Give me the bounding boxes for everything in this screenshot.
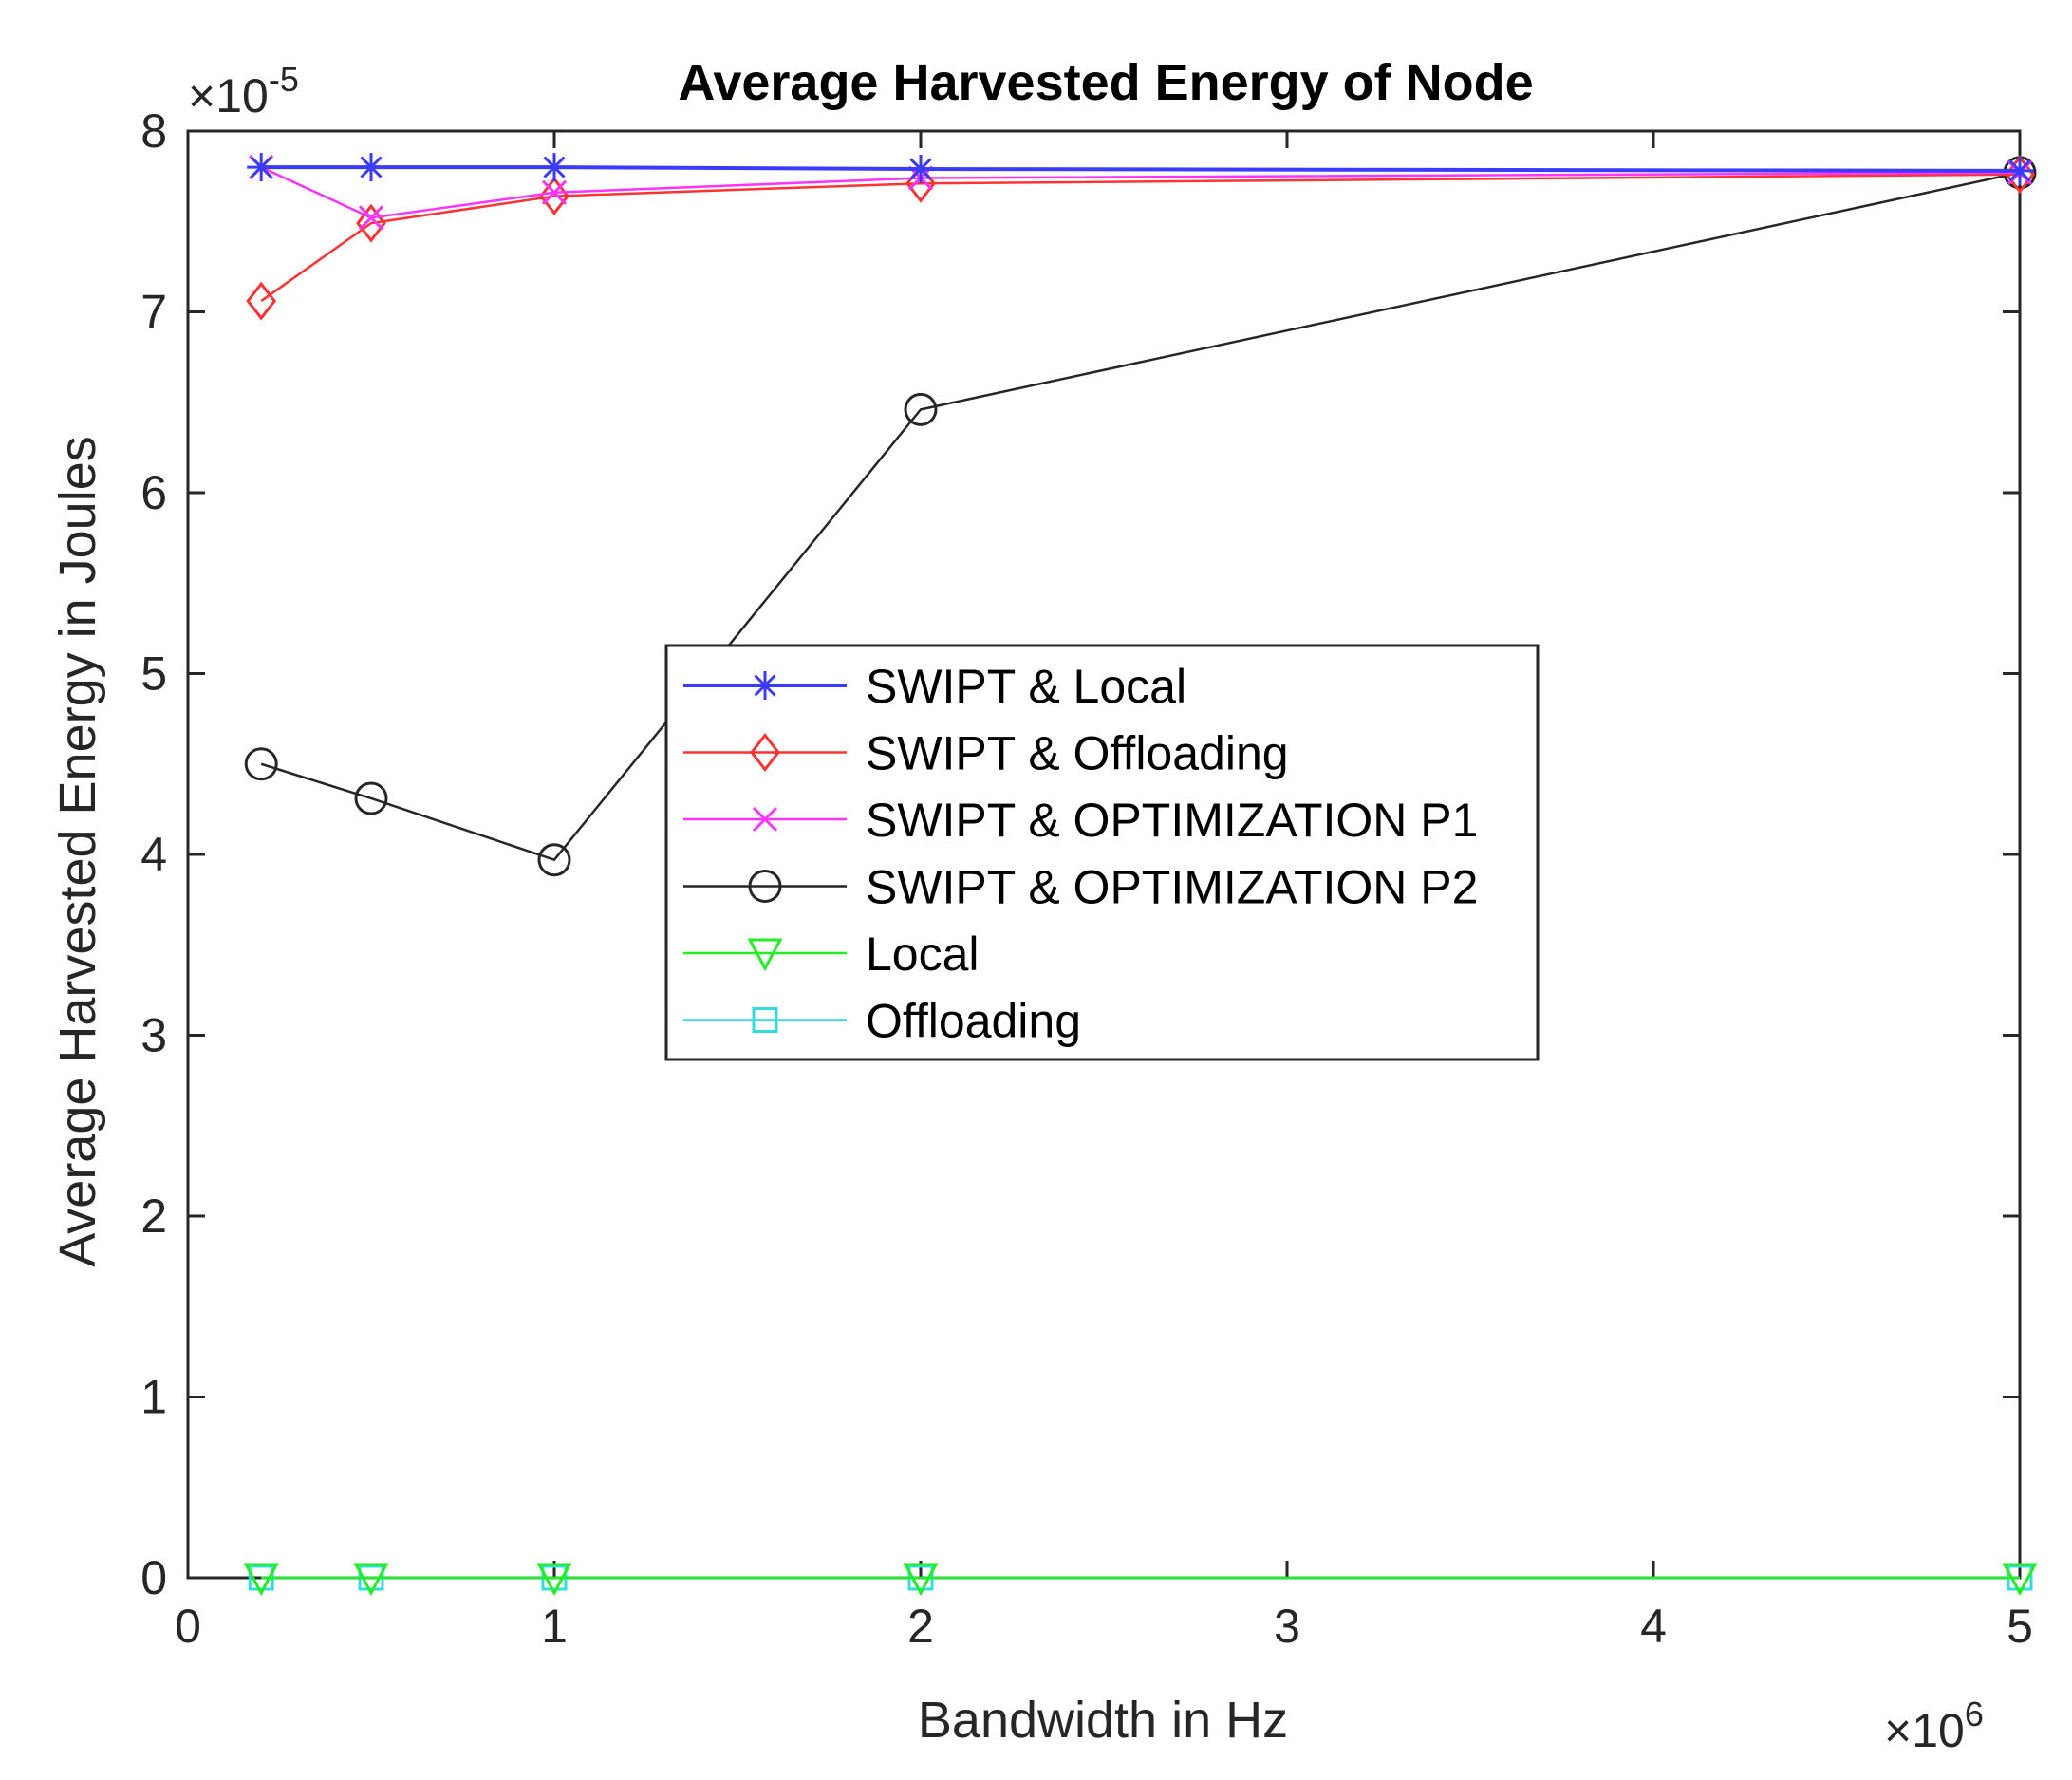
- y-tick-label: 6: [140, 466, 167, 519]
- y-tick-label: 7: [140, 286, 167, 339]
- legend-marker-1: [750, 733, 780, 772]
- y-exponent-label: ×10-5: [188, 60, 299, 122]
- legend-label-3: SWIPT & OPTIMIZATION P2: [866, 861, 1478, 914]
- data-point-3-3: [904, 392, 938, 426]
- x-tick-label: 0: [175, 1600, 201, 1653]
- y-tick-label: 1: [140, 1371, 167, 1424]
- legend-label-4: Local: [866, 927, 980, 981]
- data-point-1-2: [539, 177, 569, 216]
- y-tick-label: 8: [140, 104, 167, 158]
- legend-label-1: SWIPT & Offloading: [866, 727, 1289, 780]
- legend: SWIPT & Local SWIPT & Offloading SWIPT & O…: [664, 644, 1540, 1061]
- data-point-2-2: [541, 179, 568, 205]
- legend-label-2: SWIPT & OPTIMIZATION P1: [866, 794, 1478, 847]
- y-tick-label: 3: [140, 1009, 167, 1062]
- y-tick-label: 4: [140, 828, 167, 881]
- series-line-3: [260, 171, 2021, 861]
- legend-label-5: Offloading: [866, 995, 1081, 1048]
- data-point-2-1: [358, 205, 384, 231]
- x-tick-label: 3: [1274, 1600, 1300, 1653]
- chart-title: Average Harvested Energy of Node: [678, 54, 1533, 111]
- y-tick-label: 0: [140, 1551, 167, 1604]
- data-point-1-0: [246, 281, 277, 321]
- data-point-4-3: [903, 1563, 939, 1597]
- data-point-0-1: [357, 153, 385, 182]
- x-exponent-label: ×106: [1884, 1695, 1984, 1757]
- data-point-4-4: [2002, 1563, 2038, 1597]
- y-tick-label: 5: [140, 647, 167, 701]
- legend-marker-4: [747, 938, 783, 972]
- data-point-0-0: [247, 153, 276, 182]
- legend-marker-2: [752, 806, 778, 833]
- y-axis-label: Average Harvested Energy in Joules: [49, 436, 106, 1267]
- legend-marker-3: [748, 870, 782, 903]
- data-point-3-1: [354, 781, 388, 815]
- data-point-3-0: [244, 747, 278, 781]
- legend-label-0: SWIPT & Local: [866, 660, 1186, 713]
- data-point-3-2: [537, 843, 571, 877]
- x-tick-label: 4: [1640, 1600, 1667, 1653]
- data-point-1-4: [2005, 155, 2035, 195]
- data-point-0-2: [540, 153, 569, 182]
- series-line-1: [260, 173, 2021, 303]
- x-tick-label: 2: [907, 1600, 934, 1653]
- x-tick-label: 1: [541, 1600, 568, 1653]
- y-tick-label: 2: [140, 1190, 167, 1243]
- data-point-0-3: [906, 155, 935, 184]
- data-point-4-2: [536, 1563, 572, 1597]
- data-point-4-1: [353, 1563, 389, 1597]
- legend-marker-5: [752, 1007, 778, 1033]
- legend-box: [664, 644, 1540, 1061]
- x-tick-label: 5: [2007, 1600, 2033, 1653]
- legend-marker-0: [751, 671, 779, 700]
- data-point-0-4: [2006, 156, 2034, 185]
- data-point-4-0: [243, 1563, 279, 1597]
- x-axis-label: Bandwidth in Hz: [918, 1692, 1288, 1749]
